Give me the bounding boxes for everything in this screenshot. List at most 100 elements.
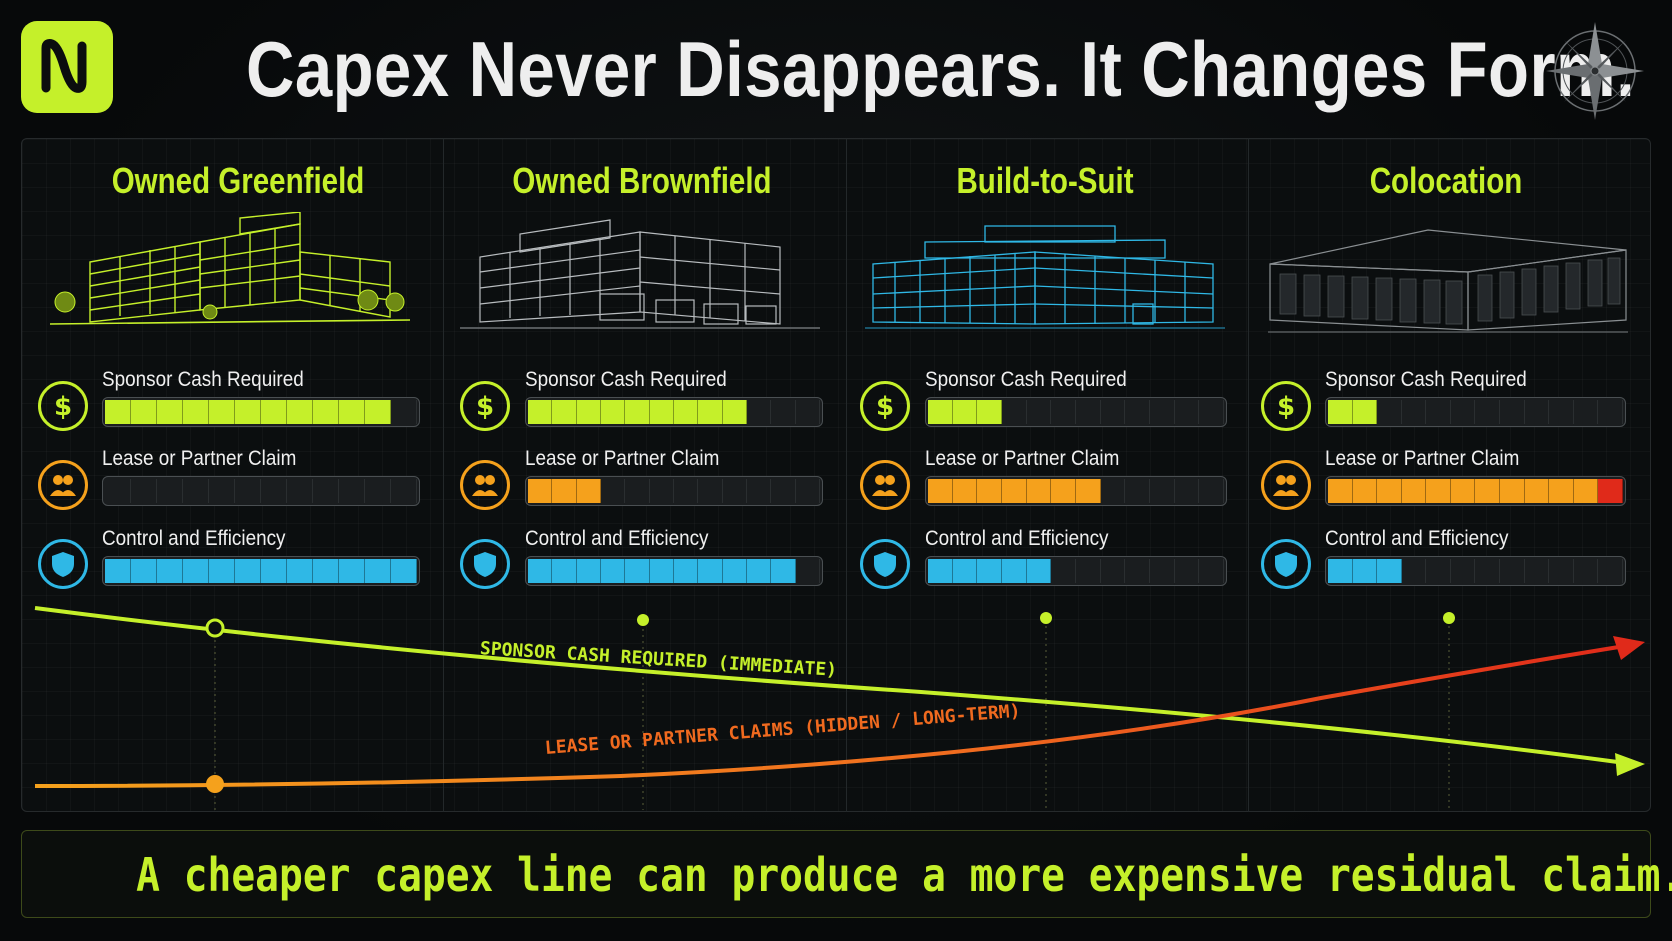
bar-segment xyxy=(1002,400,1027,424)
bar-segment xyxy=(625,479,650,503)
bar-segment xyxy=(600,479,626,503)
bar-segment xyxy=(235,400,261,424)
bar-segment xyxy=(1573,479,1599,503)
bar-sponsor-cash xyxy=(102,397,420,427)
bar-segment xyxy=(1500,479,1525,503)
comparison-panel xyxy=(21,138,1651,812)
bar-control xyxy=(925,556,1227,586)
shield-icon xyxy=(460,539,510,589)
lease-claim-arrowhead xyxy=(1613,636,1645,660)
column-title-colocation: Colocation xyxy=(1369,160,1523,201)
footer-banner: A cheaper capex line can produce a more … xyxy=(21,830,1672,918)
dollar-icon: $ xyxy=(38,381,88,431)
bar-segment xyxy=(339,400,365,424)
bar-segment xyxy=(1401,400,1427,424)
footer-text: A cheaper capex line can produce a more … xyxy=(136,848,1672,902)
bar-segment xyxy=(673,400,699,424)
svg-text:$: $ xyxy=(54,392,72,421)
bar-segment xyxy=(1125,479,1151,503)
bar-segment xyxy=(746,559,772,583)
bar-segment xyxy=(261,559,287,583)
bar-segment xyxy=(600,559,626,583)
bar-segment xyxy=(771,479,796,503)
page-title: Capex Never Disappears. It Changes Form. xyxy=(246,25,1636,113)
bar-segment xyxy=(131,559,157,583)
bar-segment xyxy=(649,479,674,503)
bar-segment xyxy=(771,400,796,424)
bar-segment xyxy=(1199,400,1225,424)
bar-segment xyxy=(287,479,313,503)
bar-segment xyxy=(649,559,674,583)
bar-segment xyxy=(105,479,131,503)
column-divider xyxy=(846,138,847,812)
bar-segment xyxy=(157,559,183,583)
bar-segment xyxy=(1377,400,1402,424)
bar-segment xyxy=(1377,479,1402,503)
bar-lease-claim xyxy=(1325,476,1626,506)
bar-segment xyxy=(1352,400,1378,424)
bar-segment xyxy=(1150,400,1175,424)
bar-segment xyxy=(1051,559,1077,583)
bar-segment xyxy=(1125,400,1151,424)
bar-segment xyxy=(131,400,157,424)
colocation-building-illustration xyxy=(1268,229,1628,333)
bar-segment xyxy=(1076,559,1101,583)
sponsor-cash-arrowhead xyxy=(1615,753,1645,776)
metric-label-control: Control and Efficiency xyxy=(102,527,286,550)
bar-segment xyxy=(722,479,747,503)
svg-text:$: $ xyxy=(476,392,494,421)
bar-segment xyxy=(365,559,391,583)
bar-segment xyxy=(209,559,235,583)
bar-segment xyxy=(1026,479,1052,503)
column-divider xyxy=(443,138,444,812)
metric-label-sponsor-cash: Sponsor Cash Required xyxy=(925,368,1127,391)
bar-segment xyxy=(1100,479,1126,503)
bar-segment xyxy=(391,400,417,424)
bar-segment xyxy=(746,479,772,503)
bar-segment xyxy=(1377,559,1402,583)
bar-segment xyxy=(528,400,553,424)
bar-segment xyxy=(1401,479,1427,503)
bar-segment xyxy=(1524,400,1550,424)
metric-label-lease-claim: Lease or Partner Claim xyxy=(525,447,720,470)
shield-icon xyxy=(860,539,910,589)
bar-segment xyxy=(1002,479,1027,503)
bar-segment xyxy=(600,400,626,424)
shield-icon xyxy=(38,539,88,589)
bar-segment xyxy=(1174,479,1200,503)
bar-segment xyxy=(313,400,339,424)
bar-segment xyxy=(1475,400,1501,424)
bar-segment xyxy=(977,400,1003,424)
lease-claim-trend-line xyxy=(34,644,1626,788)
bar-control xyxy=(1325,556,1626,586)
bar-segment xyxy=(1573,559,1599,583)
bar-segment xyxy=(625,400,650,424)
bar-segment xyxy=(261,479,287,503)
bar-lease-claim xyxy=(102,476,420,506)
bar-segment xyxy=(795,400,820,424)
dollar-icon: $ xyxy=(460,381,510,431)
shield-icon xyxy=(1261,539,1311,589)
bar-segment xyxy=(1475,559,1501,583)
guide-dot xyxy=(1443,612,1455,624)
bar-segment xyxy=(698,479,723,503)
bar-segment xyxy=(1426,479,1451,503)
bar-segment xyxy=(722,559,747,583)
bar-segment xyxy=(552,400,577,424)
bar-segment xyxy=(928,400,953,424)
metric-label-control: Control and Efficiency xyxy=(1325,527,1509,550)
bar-segment xyxy=(528,479,553,503)
build-to-suit-building-illustration xyxy=(865,225,1225,329)
bar-segment xyxy=(391,479,417,503)
bar-segment xyxy=(1199,559,1225,583)
bar-segment xyxy=(1352,479,1378,503)
bar-segment xyxy=(209,400,235,424)
metric-label-sponsor-cash: Sponsor Cash Required xyxy=(102,368,304,391)
svg-text:$: $ xyxy=(1277,392,1295,421)
people-icon xyxy=(460,460,510,510)
bar-segment xyxy=(1450,479,1476,503)
bar-segment xyxy=(977,559,1003,583)
bar-segment xyxy=(287,559,313,583)
bar-segment xyxy=(235,559,261,583)
